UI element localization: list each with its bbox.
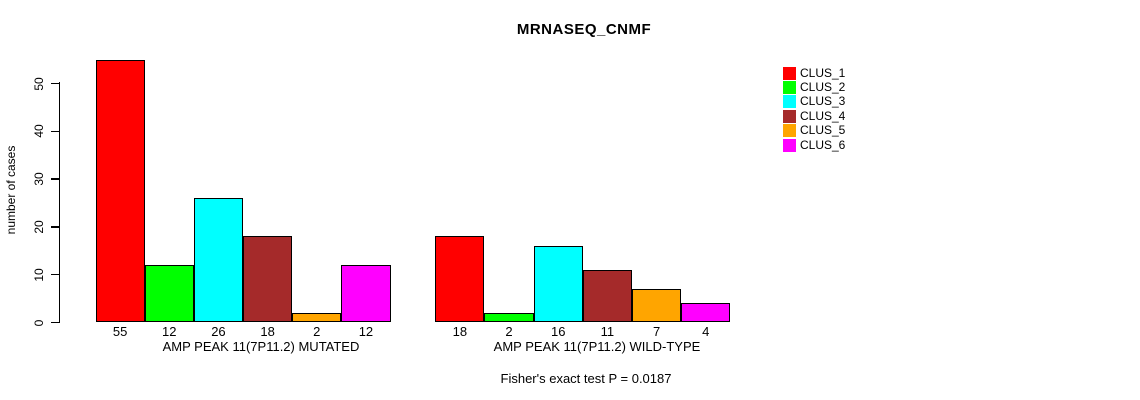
legend-item-clus_3: CLUS_3 <box>783 95 845 109</box>
bar-value-label: 2 <box>313 324 321 339</box>
legend-label: CLUS_1 <box>800 65 846 80</box>
y-axis-tick <box>50 273 59 276</box>
group-label-1: AMP PEAK 11(7P11.2) MUTATED <box>162 339 360 354</box>
legend-swatch-icon <box>783 109 796 123</box>
y-axis-line <box>58 82 60 323</box>
y-axis-tick-label: 0 <box>32 319 46 326</box>
bar-clus_4-group2 <box>582 269 632 323</box>
y-axis-tick <box>50 226 59 228</box>
y-axis-tick-label: 10 <box>32 268 46 282</box>
group-label-2: AMP PEAK 11(7P11.2) WILD-TYPE <box>493 339 701 354</box>
y-axis-tick-label: 40 <box>32 124 46 138</box>
y-axis-tick <box>50 82 59 85</box>
y-axis-tick-label: 20 <box>32 220 46 234</box>
y-axis-tick <box>50 130 59 133</box>
legend-item-clus_1: CLUS_1 <box>783 66 845 80</box>
bar-value-label: 12 <box>162 324 177 339</box>
bar-clus_5-group1 <box>292 312 342 323</box>
y-axis-tick <box>50 178 59 180</box>
bar-value-label: 2 <box>505 324 513 339</box>
legend-label: CLUS_3 <box>800 94 846 109</box>
bar-clus_1-group1 <box>95 59 145 323</box>
legend-swatch-icon <box>783 66 796 80</box>
bar-value-label: 12 <box>358 324 374 339</box>
legend-item-clus_4: CLUS_4 <box>783 109 845 123</box>
bar-clus_4-group1 <box>243 236 293 323</box>
legend-swatch-icon <box>783 80 796 94</box>
legend-label: CLUS_6 <box>800 137 846 152</box>
bar-clus_2-group1 <box>144 265 194 323</box>
legend-label: CLUS_5 <box>800 123 846 138</box>
y-axis-tick-label: 30 <box>32 172 46 186</box>
legend-item-clus_2: CLUS_2 <box>783 80 845 94</box>
bar-value-label: 16 <box>550 324 566 339</box>
legend-label: CLUS_2 <box>800 79 846 94</box>
annotation-text: Fisher's exact test P = 0.0187 <box>500 371 672 386</box>
legend-swatch-icon <box>783 95 796 109</box>
legend-swatch-icon <box>783 138 796 152</box>
legend-item-clus_6: CLUS_6 <box>783 138 845 152</box>
y-axis-tick <box>50 321 59 324</box>
y-axis-label: number of cases <box>4 145 18 235</box>
bar-value-label: 4 <box>702 324 710 339</box>
bar-value-label: 26 <box>211 324 226 339</box>
bar-value-label: 18 <box>260 324 275 339</box>
y-axis-tick-label: 50 <box>32 76 46 91</box>
legend-label: CLUS_4 <box>800 108 846 123</box>
legend-swatch-icon <box>783 124 796 138</box>
chart-title: MRNASEQ_CNMF <box>516 21 652 38</box>
legend-item-clus_5: CLUS_5 <box>783 124 845 138</box>
bar-value-label: 55 <box>112 324 128 339</box>
bar-value-label: 18 <box>452 324 468 339</box>
bar-clus_3-group2 <box>533 246 583 323</box>
bar-clus_6-group1 <box>341 265 391 323</box>
bar-clus_1-group2 <box>435 236 485 323</box>
bar-value-label: 11 <box>600 324 615 339</box>
bar-clus_6-group2 <box>681 303 731 323</box>
bar-clus_2-group2 <box>484 312 534 323</box>
bar-clus_3-group1 <box>193 198 243 323</box>
bar-value-label: 7 <box>652 324 661 339</box>
bar-clus_5-group2 <box>631 289 682 323</box>
